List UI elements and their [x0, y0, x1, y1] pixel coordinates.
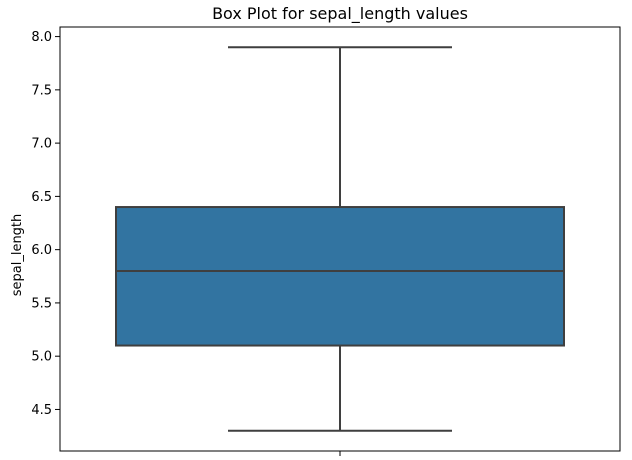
box-element: [115, 46, 565, 432]
y-tick-label: 5.0: [31, 350, 52, 365]
chart-title: Box Plot for sepal_length values: [212, 4, 468, 24]
y-tick-label: 7.5: [31, 83, 52, 98]
y-tick-label: 8.0: [31, 30, 52, 45]
iqr-box: [115, 206, 565, 347]
y-axis-label: sepal_length: [10, 214, 25, 297]
y-tick-label: 7.0: [31, 137, 52, 152]
y-tick-label: 5.5: [31, 296, 52, 311]
y-tick-label: 6.0: [31, 243, 52, 258]
y-axis-ticks: 4.5 5.0 5.5 6.0 6.5 7.0 7.5 8.0: [31, 30, 60, 418]
y-tick-label: 4.5: [31, 403, 52, 418]
y-tick-label: 6.5: [31, 190, 52, 205]
